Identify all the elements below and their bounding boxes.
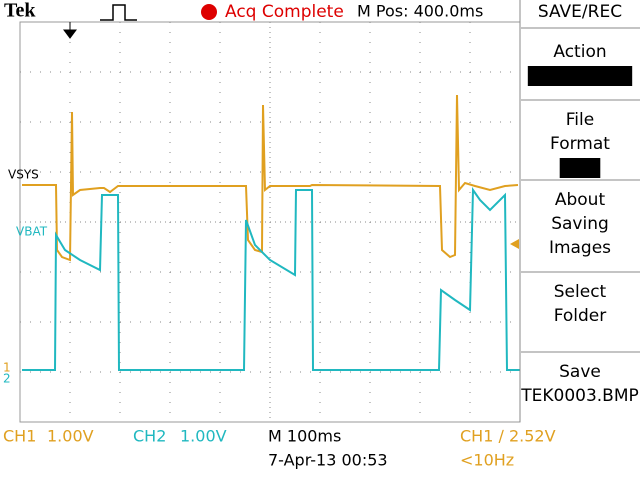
menu-value-highlight <box>527 66 633 86</box>
menu: SAVE/REC Action Save Image File Format BMP Abo… <box>520 2 640 406</box>
menu-item-label: Action <box>553 42 606 62</box>
ch1-scale: 1.00V <box>47 427 94 446</box>
ch1-marker: 1 <box>3 361 11 375</box>
menu-item-label: About <box>555 190 606 210</box>
menu-title: SAVE/REC <box>538 2 622 22</box>
ch2-label: VBAT <box>16 225 48 239</box>
menu-item-label: Images <box>549 238 611 258</box>
trigger-icon <box>100 4 137 21</box>
ch2-scale: 1.00V <box>180 427 227 446</box>
menu-item-value: Save Image <box>530 66 630 86</box>
menu-item-label: Format <box>550 134 610 154</box>
vbat-trace <box>22 186 520 371</box>
acq-indicator <box>201 4 217 20</box>
menu-item-label: TEK0003.BMP <box>520 386 639 406</box>
position: M Pos: 400.0ms <box>357 2 483 21</box>
menu-item-label: Folder <box>554 306 607 326</box>
menu-item-label: Saving <box>551 214 609 234</box>
trigger-position-marker <box>63 22 77 39</box>
acq-status: Acq Complete <box>225 2 344 22</box>
trigger-setting: CH1 ∕ 2.52V <box>460 427 556 446</box>
vsys-trace <box>22 94 519 262</box>
ch2-name: CH2 <box>133 427 166 446</box>
frequency: <10Hz <box>460 451 514 470</box>
menu-item-label: Select <box>554 282 607 302</box>
timebase: M 100ms <box>268 427 341 446</box>
date: 7-Apr-13 00:53 <box>268 451 388 470</box>
menu-value-highlight <box>559 158 601 178</box>
brand: Tek <box>4 0 36 22</box>
menu-item-label: File <box>566 110 594 130</box>
ch2-marker: 2 <box>3 372 11 386</box>
trigger-level-marker <box>510 239 519 249</box>
ch1-label: VSYS <box>8 168 39 182</box>
menu-item-label: Save <box>559 362 601 382</box>
menu-item-value: BMP <box>562 158 599 178</box>
ch1-name: CH1 <box>3 427 36 446</box>
